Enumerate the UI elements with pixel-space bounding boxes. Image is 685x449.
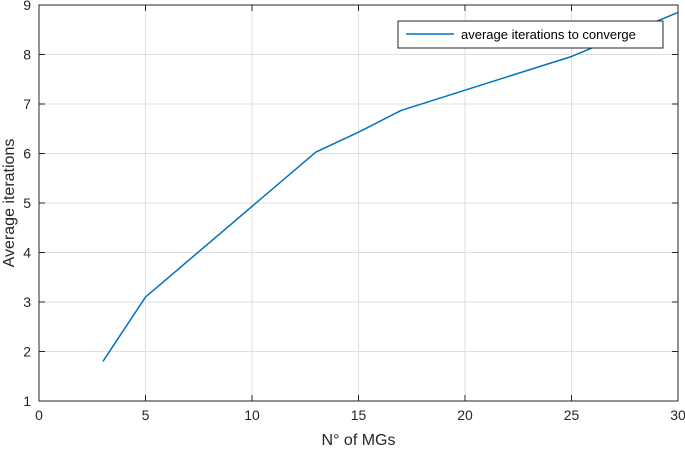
x-tick-label: 10 bbox=[244, 407, 260, 423]
y-tick-label: 2 bbox=[23, 344, 31, 360]
y-tick-label: 4 bbox=[23, 245, 31, 261]
legend-label: average iterations to converge bbox=[461, 27, 636, 42]
y-axis-ticks: 1 2 3 4 5 6 7 8 9 bbox=[23, 0, 678, 409]
y-tick-label: 7 bbox=[23, 96, 31, 112]
legend: average iterations to converge bbox=[397, 20, 664, 49]
y-tick-label: 1 bbox=[23, 393, 31, 409]
x-axis-label: N° of MGs bbox=[322, 432, 396, 449]
x-tick-label: 15 bbox=[351, 407, 367, 423]
series-line bbox=[102, 11, 679, 362]
y-tick-label: 9 bbox=[23, 0, 31, 13]
y-tick-label: 3 bbox=[23, 294, 31, 310]
series-layer bbox=[102, 11, 679, 362]
x-axis-ticks: 0 5 10 15 20 25 30 bbox=[35, 5, 685, 423]
grid bbox=[38, 4, 679, 402]
x-tick-label: 5 bbox=[142, 407, 150, 423]
y-tick-label: 6 bbox=[23, 146, 31, 162]
y-tick-label: 5 bbox=[23, 195, 31, 211]
y-tick-label: 8 bbox=[23, 47, 31, 63]
x-tick-label: 0 bbox=[35, 407, 43, 423]
y-axis-label: Average iterations bbox=[1, 139, 18, 268]
x-tick-label: 30 bbox=[670, 407, 685, 423]
x-tick-label: 20 bbox=[457, 407, 473, 423]
x-tick-label: 25 bbox=[564, 407, 580, 423]
